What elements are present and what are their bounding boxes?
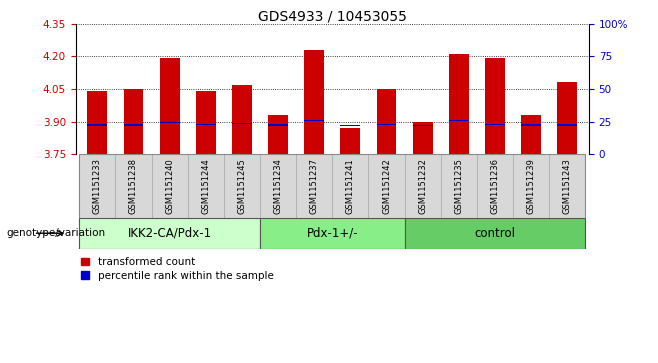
Bar	[405, 154, 441, 218]
Text: genotype/variation: genotype/variation	[7, 228, 106, 238]
Bar	[160, 122, 180, 123]
Bar	[124, 89, 143, 154]
Bar	[224, 154, 260, 218]
Text: GSM1151235: GSM1151235	[454, 158, 463, 214]
Bar	[549, 154, 586, 218]
Text: GSM1151234: GSM1151234	[274, 158, 282, 214]
Bar	[521, 125, 541, 126]
Text: GDS4933 / 10453055: GDS4933 / 10453055	[258, 9, 407, 23]
Text: GSM1151240: GSM1151240	[165, 158, 174, 214]
Text: GSM1151244: GSM1151244	[201, 158, 211, 214]
Bar	[477, 154, 513, 218]
Bar	[304, 50, 324, 154]
Bar	[88, 91, 107, 154]
Bar	[79, 154, 115, 218]
Bar	[88, 124, 107, 126]
Bar	[151, 154, 188, 218]
Bar	[441, 154, 477, 218]
Bar	[513, 154, 549, 218]
Bar	[188, 154, 224, 218]
Bar	[485, 124, 505, 125]
Bar	[79, 218, 260, 249]
Bar	[413, 125, 432, 126]
Text: IKK2-CA/Pdx-1: IKK2-CA/Pdx-1	[128, 227, 212, 240]
Bar	[405, 218, 586, 249]
Bar	[232, 85, 252, 154]
Text: GSM1151241: GSM1151241	[346, 158, 355, 214]
Bar	[521, 115, 541, 154]
Text: GSM1151243: GSM1151243	[563, 158, 572, 214]
Bar	[376, 124, 396, 125]
Bar	[485, 58, 505, 154]
Bar	[268, 124, 288, 126]
Bar	[340, 128, 361, 154]
Legend: transformed count, percentile rank within the sample: transformed count, percentile rank withi…	[81, 257, 274, 281]
Bar	[376, 89, 396, 154]
Bar	[413, 122, 432, 154]
Bar	[449, 120, 468, 121]
Bar	[115, 154, 151, 218]
Bar	[304, 120, 324, 121]
Text: Pdx-1+/-: Pdx-1+/-	[307, 227, 358, 240]
Text: GSM1151242: GSM1151242	[382, 158, 391, 214]
Text: GSM1151236: GSM1151236	[490, 158, 499, 214]
Bar	[124, 124, 143, 126]
Text: GSM1151238: GSM1151238	[129, 158, 138, 214]
Bar	[340, 125, 361, 126]
Bar	[368, 154, 405, 218]
Bar	[296, 154, 332, 218]
Text: control: control	[474, 227, 515, 240]
Text: GSM1151232: GSM1151232	[418, 158, 427, 214]
Bar	[260, 154, 296, 218]
Text: GSM1151233: GSM1151233	[93, 158, 102, 214]
Bar	[196, 91, 216, 154]
Bar	[268, 115, 288, 154]
Bar	[260, 218, 405, 249]
Text: GSM1151239: GSM1151239	[526, 158, 536, 214]
Text: GSM1151237: GSM1151237	[310, 158, 318, 214]
Bar	[196, 124, 216, 125]
Bar	[232, 123, 252, 124]
Bar	[160, 58, 180, 154]
Bar	[449, 54, 468, 154]
Bar	[557, 82, 577, 154]
Text: GSM1151245: GSM1151245	[238, 158, 247, 214]
Bar	[332, 154, 368, 218]
Bar	[557, 125, 577, 126]
